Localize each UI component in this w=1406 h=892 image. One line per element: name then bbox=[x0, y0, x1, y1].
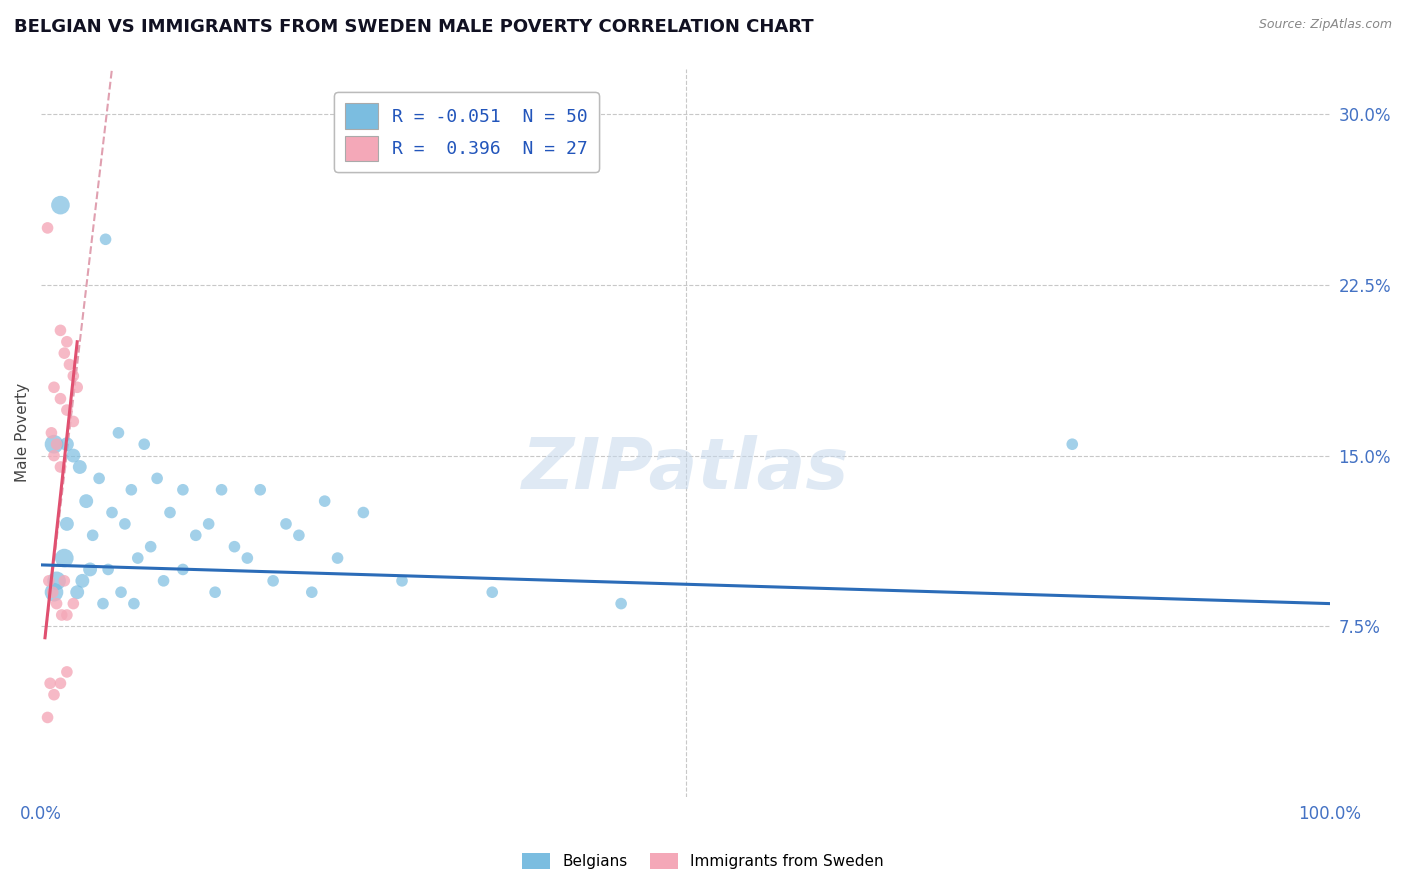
Point bbox=[139, 540, 162, 554]
Point bbox=[172, 562, 194, 576]
Point bbox=[56, 607, 79, 622]
Point bbox=[301, 585, 323, 599]
Point bbox=[274, 516, 297, 531]
Point bbox=[37, 221, 59, 235]
Point bbox=[91, 597, 114, 611]
Point bbox=[72, 574, 94, 588]
Point bbox=[69, 460, 91, 475]
Point bbox=[146, 471, 169, 485]
Point bbox=[159, 506, 181, 520]
Point bbox=[249, 483, 271, 497]
Point bbox=[101, 506, 124, 520]
Point bbox=[49, 460, 72, 475]
Point bbox=[58, 358, 80, 372]
Point bbox=[56, 403, 79, 417]
Point bbox=[45, 597, 67, 611]
Point bbox=[62, 414, 84, 428]
Point bbox=[82, 528, 104, 542]
Point bbox=[53, 574, 76, 588]
Point bbox=[224, 540, 246, 554]
Point bbox=[391, 574, 413, 588]
Point bbox=[56, 334, 79, 349]
Point bbox=[42, 380, 65, 394]
Point bbox=[236, 551, 259, 566]
Point bbox=[197, 516, 219, 531]
Point bbox=[66, 585, 89, 599]
Point bbox=[62, 368, 84, 383]
Point bbox=[172, 483, 194, 497]
Point bbox=[62, 449, 84, 463]
Point bbox=[49, 676, 72, 690]
Point bbox=[127, 551, 149, 566]
Legend: R = -0.051  N = 50, R =  0.396  N = 27: R = -0.051 N = 50, R = 0.396 N = 27 bbox=[335, 92, 599, 172]
Point bbox=[114, 516, 136, 531]
Point bbox=[42, 585, 65, 599]
Point bbox=[45, 574, 67, 588]
Point bbox=[204, 585, 226, 599]
Point bbox=[75, 494, 97, 508]
Point bbox=[314, 494, 336, 508]
Point bbox=[97, 562, 120, 576]
Point bbox=[49, 323, 72, 337]
Point bbox=[42, 688, 65, 702]
Point bbox=[51, 607, 73, 622]
Point bbox=[288, 528, 311, 542]
Text: Source: ZipAtlas.com: Source: ZipAtlas.com bbox=[1258, 18, 1392, 31]
Text: BELGIAN VS IMMIGRANTS FROM SWEDEN MALE POVERTY CORRELATION CHART: BELGIAN VS IMMIGRANTS FROM SWEDEN MALE P… bbox=[14, 18, 814, 36]
Point bbox=[79, 562, 101, 576]
Point bbox=[56, 516, 79, 531]
Point bbox=[184, 528, 207, 542]
Point bbox=[42, 449, 65, 463]
Point bbox=[94, 232, 117, 246]
Text: ZIPatlas: ZIPatlas bbox=[522, 434, 849, 504]
Point bbox=[53, 346, 76, 360]
Point bbox=[610, 597, 633, 611]
Legend: Belgians, Immigrants from Sweden: Belgians, Immigrants from Sweden bbox=[516, 847, 890, 875]
Point bbox=[120, 483, 142, 497]
Point bbox=[39, 676, 62, 690]
Point bbox=[134, 437, 156, 451]
Point bbox=[62, 597, 84, 611]
Point bbox=[481, 585, 503, 599]
Point bbox=[1062, 437, 1084, 451]
Y-axis label: Male Poverty: Male Poverty bbox=[15, 384, 30, 483]
Point bbox=[56, 437, 79, 451]
Point bbox=[262, 574, 284, 588]
Point bbox=[66, 380, 89, 394]
Point bbox=[53, 551, 76, 566]
Point bbox=[42, 437, 65, 451]
Point bbox=[38, 574, 60, 588]
Point bbox=[41, 425, 63, 440]
Point bbox=[211, 483, 233, 497]
Point bbox=[352, 506, 374, 520]
Point bbox=[56, 665, 79, 679]
Point bbox=[122, 597, 145, 611]
Point bbox=[326, 551, 349, 566]
Point bbox=[45, 437, 67, 451]
Point bbox=[87, 471, 110, 485]
Point bbox=[41, 585, 63, 599]
Point bbox=[107, 425, 129, 440]
Point bbox=[37, 710, 59, 724]
Point bbox=[152, 574, 174, 588]
Point bbox=[49, 198, 72, 212]
Point bbox=[49, 392, 72, 406]
Point bbox=[110, 585, 132, 599]
